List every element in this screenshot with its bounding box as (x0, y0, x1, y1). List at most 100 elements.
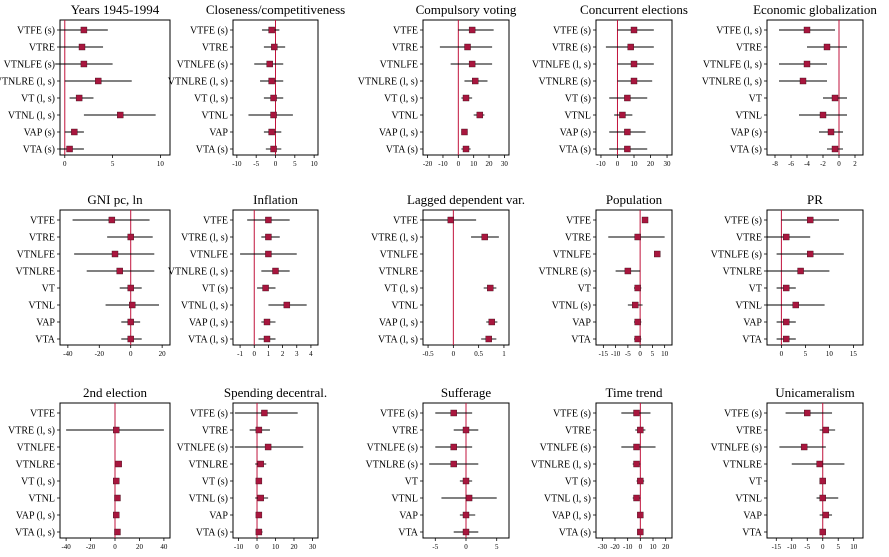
x-tick-label: 10 (850, 543, 858, 551)
x-tick-label: 30 (664, 160, 672, 168)
panel-title: Closeness/competitiveness (206, 2, 345, 17)
row-label: VAP (209, 128, 228, 139)
row-label: VTFE (s) (380, 409, 418, 420)
point-estimate (461, 129, 467, 135)
x-tick-label: 2 (281, 350, 285, 358)
x-tick-label: -5 (432, 543, 438, 551)
panel-13: Sufferage-5 0 5VTFE (s)VTREVTNLFE (s)VTNLR… (366, 385, 510, 551)
plot-frame (423, 210, 509, 345)
x-tick-label: -6 (788, 160, 794, 168)
point-estimate (783, 319, 789, 325)
row-label: VTNLFE (s) (711, 443, 762, 454)
panel-15: Unicameralism -15 -10 -5 0 5 10 VTFE (s) VTRE VTN… (711, 385, 863, 551)
row-label: VAP (l, s) (379, 318, 418, 329)
x-tick-label: 4 (309, 350, 313, 358)
point-estimate (798, 268, 804, 274)
point-estimate (256, 478, 262, 484)
x-tick-label: 0 (780, 350, 784, 358)
row-label: VTA (398, 528, 419, 539)
row-label: VTNLRE (723, 267, 762, 278)
point-estimate (463, 427, 469, 433)
row-label: VTA (742, 335, 763, 346)
row-label: VTNLRE (s) (539, 77, 592, 88)
plot-frame (233, 403, 318, 538)
point-estimate (642, 217, 648, 223)
point-estimate (263, 285, 269, 291)
row-label: VTNL (s) (189, 494, 228, 505)
point-estimate (489, 319, 495, 325)
point-estimate (486, 336, 492, 342)
row-label: VT (s) (202, 284, 228, 295)
point-estimate (804, 61, 810, 67)
point-estimate (832, 95, 838, 101)
point-estimate (112, 251, 118, 257)
point-estimate (637, 478, 643, 484)
row-label: VTFE (30, 409, 55, 420)
row-label: VTFE (l, s) (716, 26, 762, 37)
point-estimate (113, 427, 119, 433)
row-label: VTFE (s) (190, 26, 228, 37)
x-tick-label: -10 (596, 160, 606, 168)
row-label: VTNLFE (l, s) (703, 60, 762, 71)
row-label: VTA (s) (559, 145, 591, 156)
row-label: VTNLRE (l, s) (0, 77, 55, 88)
point-estimate (271, 112, 277, 118)
x-tick-label: 0 (616, 160, 620, 168)
panel-9: Population-15 -10 -5 0 5 10VTFEVTREVTNLFEVTNL… (539, 192, 673, 358)
point-estimate (632, 302, 638, 308)
point-estimate (832, 146, 838, 152)
row-label: VTA (s) (23, 145, 55, 156)
point-estimate (113, 478, 119, 484)
plot-frame (596, 20, 672, 155)
point-estimate (258, 461, 264, 467)
point-estimate (463, 95, 469, 101)
point-estimate (128, 285, 134, 291)
x-tick-label: 0 (113, 543, 117, 551)
point-estimate (265, 217, 271, 223)
point-estimate (79, 44, 85, 50)
panel-title: 2nd election (83, 385, 147, 400)
x-tick-label: 20 (159, 350, 167, 358)
x-tick-label: 2 (853, 160, 857, 168)
point-estimate (807, 251, 813, 257)
row-label: VAP (l, s) (552, 511, 591, 522)
point-estimate (71, 129, 77, 135)
row-label: VTNLFE (s) (177, 443, 228, 454)
row-label: VAP (l, s) (16, 511, 55, 522)
point-estimate (624, 129, 630, 135)
row-label: VTFE (s) (553, 409, 591, 420)
row-label: VTA (s) (196, 145, 228, 156)
point-estimate (117, 112, 123, 118)
panel-2: Closeness/competitiveness -10 -5 0 5 10 VTFE (… (168, 2, 345, 168)
row-label: VTA (l, s) (378, 335, 418, 346)
x-tick-label: 0 (255, 543, 259, 551)
point-estimate (465, 44, 471, 50)
plot-frame (233, 210, 318, 345)
row-label: VAP (36, 318, 55, 329)
row-label: VTRE (565, 233, 591, 244)
x-tick-label: 5 (836, 543, 840, 551)
x-tick-label: 1 (267, 350, 271, 358)
x-tick-label: 40 (160, 543, 168, 551)
panel-title: Concurrent elections (580, 2, 688, 17)
row-label: VTNL (201, 111, 228, 122)
point-estimate (469, 27, 475, 33)
point-estimate (271, 44, 277, 50)
point-estimate (635, 285, 641, 291)
x-tick-label: -4 (804, 160, 810, 168)
point-estimate (631, 27, 637, 33)
row-label: VAP (l, s) (189, 318, 228, 329)
row-label: VT (749, 94, 762, 105)
point-estimate (823, 427, 829, 433)
point-estimate (269, 27, 275, 33)
point-estimate (820, 529, 826, 535)
panel-title: Inflation (253, 192, 298, 207)
x-tick-label: -10 (623, 543, 633, 551)
point-estimate (624, 95, 630, 101)
point-estimate (634, 461, 640, 467)
point-estimate (264, 319, 270, 325)
panel-3: Compulsory voting-20 -10 0 10 20 30VTFEVTREVT… (358, 2, 517, 168)
row-label: VTA (s) (196, 528, 228, 539)
panel-6: GNI pc, ln -40 -20 0 20 VTFE VTRE VTNLFE VTNLRE V… (16, 192, 170, 358)
